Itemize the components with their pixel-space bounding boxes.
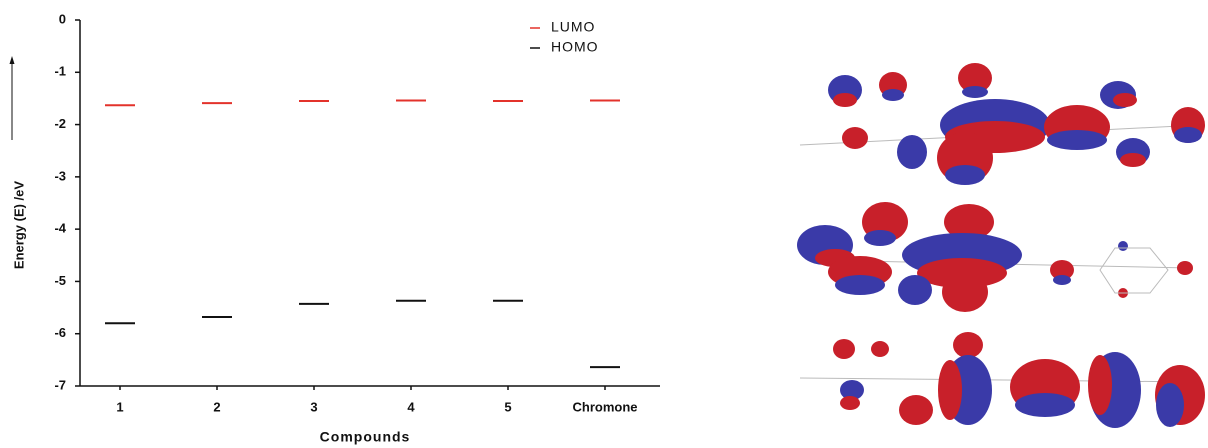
axis-arrow	[10, 56, 15, 140]
y-tick-label: -5	[54, 273, 66, 288]
x-tick-label: 1	[116, 399, 123, 414]
y-tick-label: -4	[54, 221, 66, 236]
x-tick-label: 5	[504, 399, 511, 414]
y-tick-label: -6	[54, 325, 66, 340]
y-tick-label: -2	[54, 116, 66, 131]
x-axis-label: Compounds	[320, 429, 411, 445]
legend-label: HOMO	[551, 39, 599, 55]
x-tick-label: 2	[213, 399, 220, 414]
x-tick-label: 4	[407, 399, 415, 414]
y-tick-label: -3	[54, 168, 66, 183]
orbital-homo	[797, 202, 1193, 312]
y-axis-label: Energy (E) /eV	[11, 181, 26, 269]
figure: Compounds Energy (E) /eV	[0, 0, 1208, 448]
orbital-images	[797, 63, 1205, 428]
orbital-lumo	[800, 63, 1205, 185]
y-tick-label: 0	[59, 11, 66, 26]
x-tick-label: Chromone	[573, 399, 638, 414]
y-tick-label: -1	[54, 64, 66, 79]
x-tick-label: 3	[310, 399, 317, 414]
y-tick-label: -7	[54, 377, 66, 392]
legend-label: LUMO	[551, 19, 595, 35]
orbital-bottom	[800, 332, 1205, 428]
